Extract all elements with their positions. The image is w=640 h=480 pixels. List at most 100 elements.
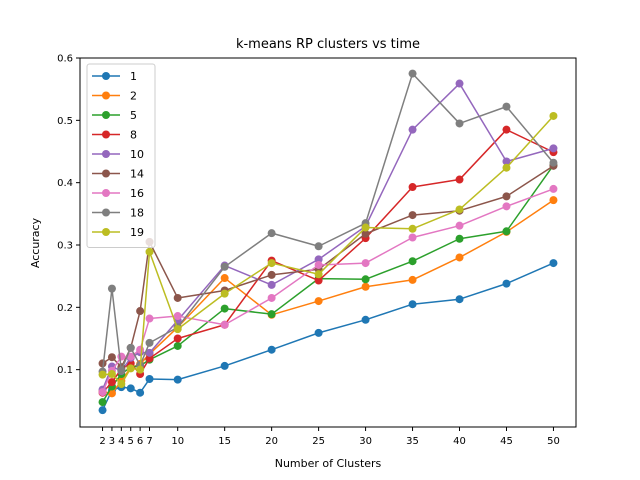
data-point-18-4 [117, 366, 126, 375]
legend-swatch-marker [102, 72, 110, 80]
legend-swatch-marker [102, 150, 110, 158]
legend-swatch-marker [102, 91, 110, 100]
data-point-14-20 [267, 270, 276, 279]
x-tick-label: 40 [453, 436, 466, 447]
data-point-18-20 [267, 229, 276, 238]
data-point-5-35 [408, 257, 417, 266]
data-point-1-6 [136, 388, 145, 397]
data-point-2-50 [549, 196, 558, 205]
x-tick-label: 3 [109, 436, 115, 447]
data-point-16-10 [173, 312, 182, 321]
data-point-2-25 [314, 297, 323, 306]
y-tick-label: 0.6 [57, 54, 73, 65]
legend-label: 8 [130, 129, 137, 142]
data-point-5-10 [173, 341, 182, 350]
legend-swatch-marker [102, 130, 110, 139]
data-point-19-15 [220, 289, 229, 298]
data-point-1-40 [455, 295, 464, 304]
data-point-16-6 [136, 345, 145, 354]
y-axis-label: Accuracy [29, 217, 42, 268]
data-point-8-40 [455, 175, 464, 184]
data-point-19-50 [549, 111, 558, 120]
data-point-1-2 [98, 406, 107, 415]
data-point-2-15 [220, 274, 229, 283]
x-tick-label: 5 [128, 436, 134, 447]
data-point-8-10 [173, 334, 182, 343]
data-point-16-20 [267, 293, 276, 302]
data-point-1-10 [173, 375, 182, 384]
data-point-8-45 [502, 125, 511, 134]
data-point-19-6 [136, 365, 145, 374]
legend: 1 2 5 8 10 14 16 18 19 [86, 63, 156, 248]
legend-item-1: 1 [92, 70, 137, 83]
data-point-19-5 [126, 364, 135, 373]
x-tick-label: 45 [500, 436, 513, 447]
legend-swatch-marker [102, 228, 110, 236]
data-point-19-35 [408, 224, 417, 233]
data-point-1-25 [314, 328, 323, 337]
data-point-16-50 [549, 184, 558, 193]
x-tick-label: 10 [171, 436, 184, 447]
series-1 [98, 259, 558, 415]
x-tick-label: 25 [312, 436, 325, 447]
y-tick-label: 0.1 [57, 365, 73, 376]
data-point-18-45 [502, 102, 511, 111]
y-axis-ticks: 0.1 0.2 0.3 0.4 0.5 0.6 [57, 54, 80, 376]
data-point-18-25 [314, 242, 323, 251]
data-point-16-7 [145, 314, 154, 323]
data-point-2-3 [107, 389, 116, 398]
data-point-5-15 [220, 304, 229, 313]
data-point-14-45 [502, 192, 511, 201]
legend-label: 2 [130, 90, 137, 103]
x-tick-label: 7 [146, 436, 152, 447]
data-point-10-45 [502, 157, 511, 166]
data-point-16-15 [220, 320, 229, 329]
data-point-16-35 [408, 233, 417, 242]
data-point-5-2 [98, 398, 107, 407]
data-point-2-30 [361, 282, 370, 291]
legend-item-16: 16 [92, 187, 144, 200]
x-tick-label: 20 [265, 436, 278, 447]
legend-label: 10 [130, 148, 144, 161]
data-point-19-3 [107, 370, 116, 379]
plot-frame [79, 57, 577, 428]
data-point-8-3 [107, 378, 116, 387]
data-point-10-20 [267, 280, 276, 289]
data-point-2-40 [455, 253, 464, 262]
data-point-1-45 [502, 279, 511, 288]
data-point-10-25 [314, 255, 323, 264]
x-tick-label: 2 [99, 436, 105, 447]
data-point-18-5 [126, 343, 135, 352]
legend-swatch-marker [102, 169, 110, 178]
legend-label: 14 [130, 168, 144, 181]
data-point-19-2 [98, 370, 107, 379]
data-point-16-45 [502, 202, 511, 211]
data-point-5-45 [502, 227, 511, 236]
y-tick-label: 0.3 [57, 240, 73, 251]
data-point-19-45 [502, 163, 511, 172]
data-point-14-35 [408, 211, 417, 220]
data-point-16-25 [314, 260, 323, 269]
legend-item-19: 19 [92, 226, 144, 239]
legend-label: 16 [130, 187, 144, 200]
x-tick-label: 4 [118, 436, 124, 447]
data-point-1-20 [267, 345, 276, 354]
data-point-18-40 [455, 119, 464, 128]
data-point-1-15 [220, 361, 229, 370]
y-tick-label: 0.5 [57, 116, 73, 127]
data-point-14-10 [173, 293, 182, 302]
data-point-19-7 [145, 247, 154, 256]
data-point-10-50 [549, 144, 558, 153]
data-point-14-6 [136, 307, 145, 316]
data-point-18-35 [408, 69, 417, 78]
data-point-5-30 [361, 275, 370, 284]
data-point-1-30 [361, 315, 370, 324]
data-point-5-20 [267, 310, 276, 319]
data-point-14-30 [361, 229, 370, 238]
x-tick-label: 50 [547, 436, 560, 447]
legend-item-8: 8 [92, 129, 137, 142]
data-point-16-5 [126, 352, 135, 361]
x-axis-ticks: 2 3 4 5 6 7 10 15 20 25 30 35 40 45 50 [99, 427, 560, 447]
data-point-14-2 [98, 359, 107, 368]
